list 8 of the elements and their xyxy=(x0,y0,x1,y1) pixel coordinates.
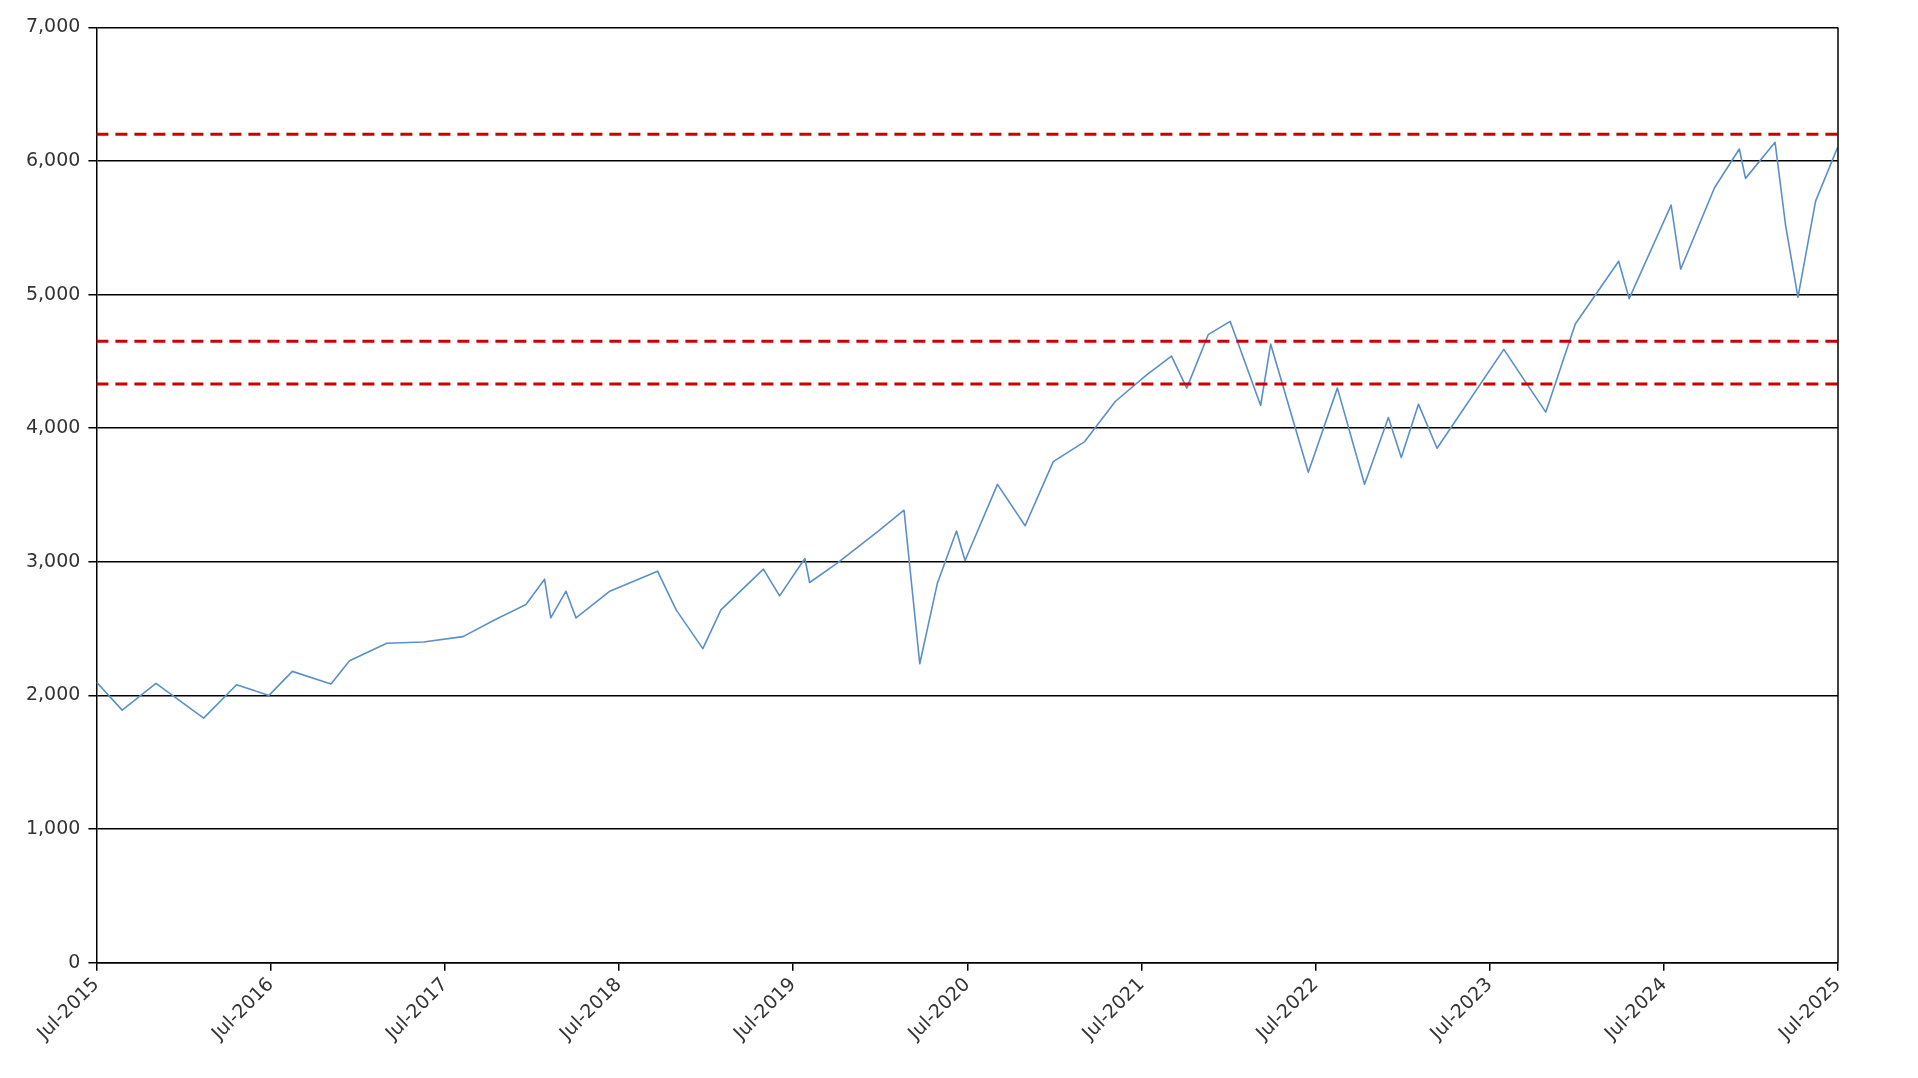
y-tick-label: 0 xyxy=(68,949,81,972)
y-tick-label: 3,000 xyxy=(25,548,81,571)
y-tick-label: 1,000 xyxy=(25,815,81,838)
y-tick-label: 7,000 xyxy=(25,14,81,37)
y-tick-label: 5,000 xyxy=(25,281,81,304)
y-tick-label: 6,000 xyxy=(25,147,81,170)
y-tick-label: 2,000 xyxy=(25,682,81,705)
y-tick-label: 4,000 xyxy=(25,415,81,438)
